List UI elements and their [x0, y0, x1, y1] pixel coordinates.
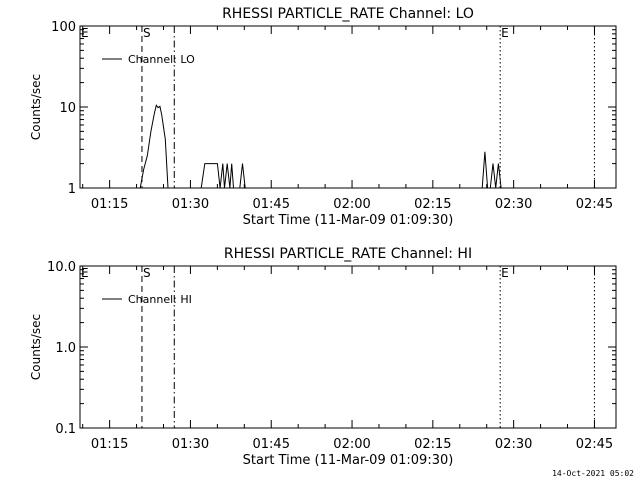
x-tick-label: 02:00	[333, 437, 370, 452]
event-marker-label: S	[143, 266, 151, 280]
series-line	[239, 163, 246, 189]
legend-label: Channel: HI	[128, 293, 192, 306]
x-tick-label: 02:00	[333, 197, 370, 212]
chart-title: RHESSI PARTICLE_RATE Channel: HI	[224, 246, 472, 262]
series-line	[200, 163, 234, 189]
y-axis-label: Counts/sec	[29, 314, 43, 380]
x-tick-label: 02:15	[414, 197, 451, 212]
y-tick-label: 1	[68, 182, 76, 197]
x-tick-label: 01:30	[172, 197, 209, 212]
y-axis-label: Counts/sec	[29, 74, 43, 140]
x-tick-label: 01:45	[253, 437, 290, 452]
x-tick-label: 02:15	[414, 437, 451, 452]
y-tick-label: 0.1	[55, 422, 76, 437]
chart-panel-2: RHESSI PARTICLE_RATE Channel: HI Start Ti…	[29, 246, 617, 468]
event-marker-label: E	[81, 266, 89, 280]
y-tick-label: 10	[59, 101, 76, 116]
x-tick-label: 02:45	[576, 197, 613, 212]
x-tick-label: 02:45	[576, 437, 613, 452]
plot-frame	[79, 265, 617, 429]
series-line	[139, 104, 169, 189]
y-tick-label: 10.0	[47, 260, 76, 275]
event-marker-label: E	[501, 266, 509, 280]
event-marker-label: E	[81, 26, 89, 40]
footer-timestamp: 14-Oct-2021 05:02	[552, 469, 634, 478]
event-marker-label: S	[143, 26, 151, 40]
y-tick-label: 1.0	[55, 341, 76, 356]
legend-label: Channel: LO	[128, 53, 195, 66]
x-axis-label: Start Time (11-Mar-09 01:09:30)	[243, 453, 454, 468]
y-tick-label: 100	[51, 20, 76, 35]
x-tick-label: 02:30	[495, 437, 532, 452]
x-tick-label: 01:15	[91, 197, 128, 212]
x-tick-label: 02:30	[495, 197, 532, 212]
x-tick-label: 01:30	[172, 437, 209, 452]
chart-panel-1: RHESSI PARTICLE_RATE Channel: LO Start Ti…	[29, 6, 617, 228]
x-tick-label: 01:45	[253, 197, 290, 212]
chart-title: RHESSI PARTICLE_RATE Channel: LO	[222, 6, 474, 22]
x-axis-label: Start Time (11-Mar-09 01:09:30)	[243, 213, 454, 228]
event-marker-label: E	[501, 26, 509, 40]
x-tick-label: 01:15	[91, 437, 128, 452]
series-line	[481, 151, 504, 189]
